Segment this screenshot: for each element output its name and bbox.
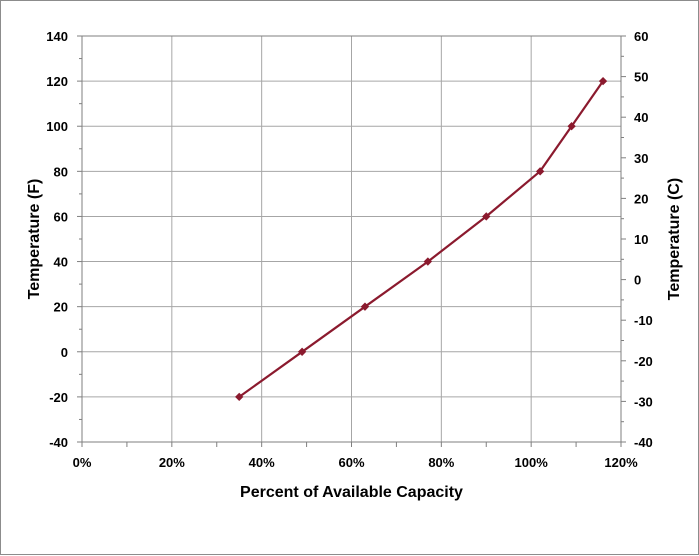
data-point-marker [360, 302, 370, 311]
y-tick-label: 40 [54, 255, 68, 270]
data-point-marker [297, 347, 307, 356]
y-tick-label: 100 [46, 119, 68, 134]
x-tick-label: 80% [428, 455, 454, 470]
y2-tick-label: 30 [634, 151, 648, 166]
x-tick-label: 120% [604, 455, 638, 470]
y-tick-label: -40 [49, 435, 68, 450]
y-tick-label: 80 [54, 164, 68, 179]
label-layer: 0% 20% 40% 60% 80% 100% 120%-40-20020406080100… [46, 29, 653, 470]
y2-tick-label: -40 [634, 435, 653, 450]
data-point-marker [598, 76, 608, 86]
x-tick-label: 40% [249, 455, 275, 470]
data-point-marker [235, 392, 244, 402]
x-tick-label: 60% [338, 455, 364, 470]
series-layer [235, 76, 608, 402]
axis-layer [77, 35, 626, 447]
y-tick-label: 60 [54, 209, 68, 224]
y2-tick-label: 40 [634, 110, 648, 125]
y2-tick-label: -30 [634, 394, 653, 409]
y2-axis-title: Temperature (C) [666, 178, 683, 300]
grid-layer [81, 35, 622, 443]
x-axis-title: Percent of Available Capacity [240, 484, 463, 501]
x-tick-label: 20% [159, 455, 185, 470]
y-axis-title: Temperature (F) [26, 179, 43, 300]
y-tick-label: 20 [54, 300, 68, 315]
y-tick-label: -20 [49, 390, 68, 405]
data-point-marker [482, 212, 491, 221]
y2-tick-label: 20 [634, 191, 648, 206]
x-tick-label: 0% [73, 455, 92, 470]
y-tick-label: 120 [46, 74, 68, 89]
y2-tick-label: 0 [634, 273, 641, 288]
y2-tick-label: -20 [634, 354, 653, 369]
y-tick-label: 140 [46, 29, 68, 44]
series-line [238, 80, 604, 398]
data-point-marker [535, 167, 545, 176]
y-tick-label: 0 [61, 345, 68, 360]
data-point-marker [567, 122, 576, 131]
y2-tick-label: 60 [634, 29, 648, 44]
y2-tick-label: 50 [634, 70, 648, 85]
x-tick-label: 100% [515, 455, 549, 470]
y2-tick-label: 10 [634, 232, 648, 247]
data-point-marker [423, 257, 433, 266]
y2-tick-label: -10 [634, 313, 653, 328]
